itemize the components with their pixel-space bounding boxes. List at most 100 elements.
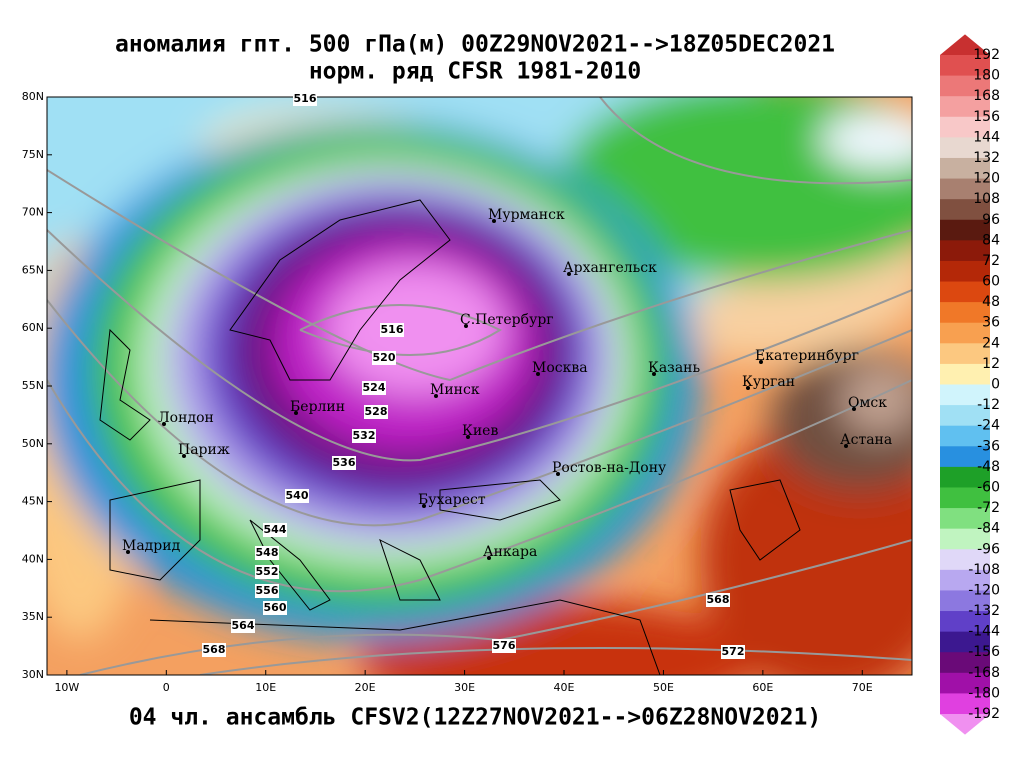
city-dot — [556, 472, 560, 476]
x-tick-label: 50E — [653, 681, 674, 694]
contour-label: 568 — [203, 643, 226, 656]
colorbar-band — [940, 590, 990, 612]
city-label: Омск — [848, 395, 887, 411]
colorbar-band — [940, 363, 990, 385]
x-tick-label: 0 — [163, 681, 170, 694]
city-dot — [536, 372, 540, 376]
city-label: Мурманск — [488, 207, 565, 223]
colorbar-band — [940, 487, 990, 509]
x-tick-label: 40E — [554, 681, 575, 694]
city-dot — [652, 372, 656, 376]
colorbar-label: 72 — [982, 253, 1000, 269]
colorbar-label: -156 — [968, 644, 1000, 660]
contour-label-bg — [255, 546, 279, 560]
colorbar-band — [940, 157, 990, 180]
contour-label-bg — [721, 645, 745, 659]
contour-label-bg — [263, 601, 287, 615]
contour — [599, 97, 912, 185]
shade — [840, 365, 912, 435]
colorbar-band — [940, 219, 990, 241]
y-tick-label: 30N — [22, 668, 44, 681]
contour-label-bg — [706, 593, 730, 607]
city-dot — [464, 324, 468, 328]
city-label: Москва — [532, 360, 588, 376]
y-tick-label: 70N — [22, 206, 44, 219]
colorbar-band — [940, 178, 990, 200]
y-tick-label: 40N — [22, 552, 44, 565]
coast — [729, 479, 801, 561]
colorbar-label: 36 — [982, 315, 1000, 331]
contour-label: 516 — [294, 92, 317, 105]
city-dot — [434, 394, 438, 398]
colorbar-label: -60 — [977, 479, 1000, 495]
x-tick-label: 30E — [454, 681, 475, 694]
coast — [439, 479, 561, 521]
contour-label-bg — [285, 489, 309, 503]
x-tick-label: 20E — [355, 681, 376, 694]
colorbar-band — [940, 528, 990, 550]
city-dot — [162, 422, 166, 426]
colorbar-band — [940, 425, 990, 447]
colorbar-band — [940, 549, 990, 571]
colorbar-band — [940, 343, 990, 365]
colorbar-band — [940, 693, 990, 715]
colorbar-label: -48 — [977, 459, 1000, 475]
colorbar-band — [940, 672, 990, 694]
colorbar-label: 120 — [973, 171, 1000, 187]
city-dot — [422, 504, 426, 508]
colorbar-label: -132 — [968, 603, 1000, 619]
contour-label-bg — [255, 584, 279, 598]
colorbar-band — [940, 281, 990, 303]
coast — [99, 328, 151, 441]
contour-label: 532 — [353, 429, 376, 442]
colorbar-label: 84 — [982, 232, 1000, 248]
colorbar-band — [940, 116, 990, 138]
colorbar-band — [940, 384, 990, 406]
contour-label: 564 — [232, 619, 255, 632]
x-tick-label: 10W — [54, 681, 79, 694]
contour-label-bg — [332, 456, 356, 470]
colorbar-label: -24 — [977, 418, 1000, 434]
city-dot — [466, 435, 470, 439]
x-tick-label: 10E — [255, 681, 276, 694]
colorbar-band — [940, 466, 990, 488]
city-label: Лондон — [158, 410, 214, 426]
y-tick-label: 80N — [22, 90, 44, 103]
city-dot — [294, 411, 298, 415]
contour-label: 540 — [286, 489, 309, 502]
city-dot — [126, 550, 130, 554]
city-label: Архангельск — [563, 260, 657, 276]
contour-label-bg — [362, 381, 386, 395]
contour-label: 556 — [256, 584, 279, 597]
contour-label-bg — [492, 639, 516, 653]
city-label: Берлин — [290, 399, 345, 415]
contour — [299, 304, 503, 356]
contour-label: 548 — [256, 546, 279, 559]
city-label: Екатеринбург — [755, 348, 859, 364]
contour-label: 568 — [707, 593, 730, 606]
city-dot — [492, 219, 496, 223]
footer: 04 чл. ансамбль CFSV2(12Z27NOV2021-->06Z… — [129, 705, 821, 731]
colorbar-band — [940, 75, 990, 97]
contour-label: 528 — [365, 405, 388, 418]
colorbar-band — [940, 55, 990, 77]
colorbar-band — [940, 240, 990, 262]
city-label: Минск — [430, 382, 480, 398]
contour — [47, 299, 912, 527]
colorbar-band — [940, 260, 990, 283]
y-tick-label: 55N — [22, 379, 44, 392]
city-dot — [182, 454, 186, 458]
colorbar-label: 12 — [982, 356, 1000, 372]
y-tick-label: 35N — [22, 610, 44, 623]
contour-label-bg — [293, 92, 317, 106]
contour — [47, 379, 912, 593]
colorbar-band — [940, 137, 990, 159]
contour-label: 576 — [493, 639, 516, 652]
y-tick-label: 65N — [22, 263, 44, 276]
colorbar-label: -108 — [968, 562, 1000, 578]
contour-label: 572 — [722, 645, 745, 658]
title: аномалия гпт. 500 гПа(м) 00Z29NOV2021-->… — [115, 32, 835, 58]
coast — [149, 599, 661, 675]
colorbar-band — [940, 569, 990, 591]
